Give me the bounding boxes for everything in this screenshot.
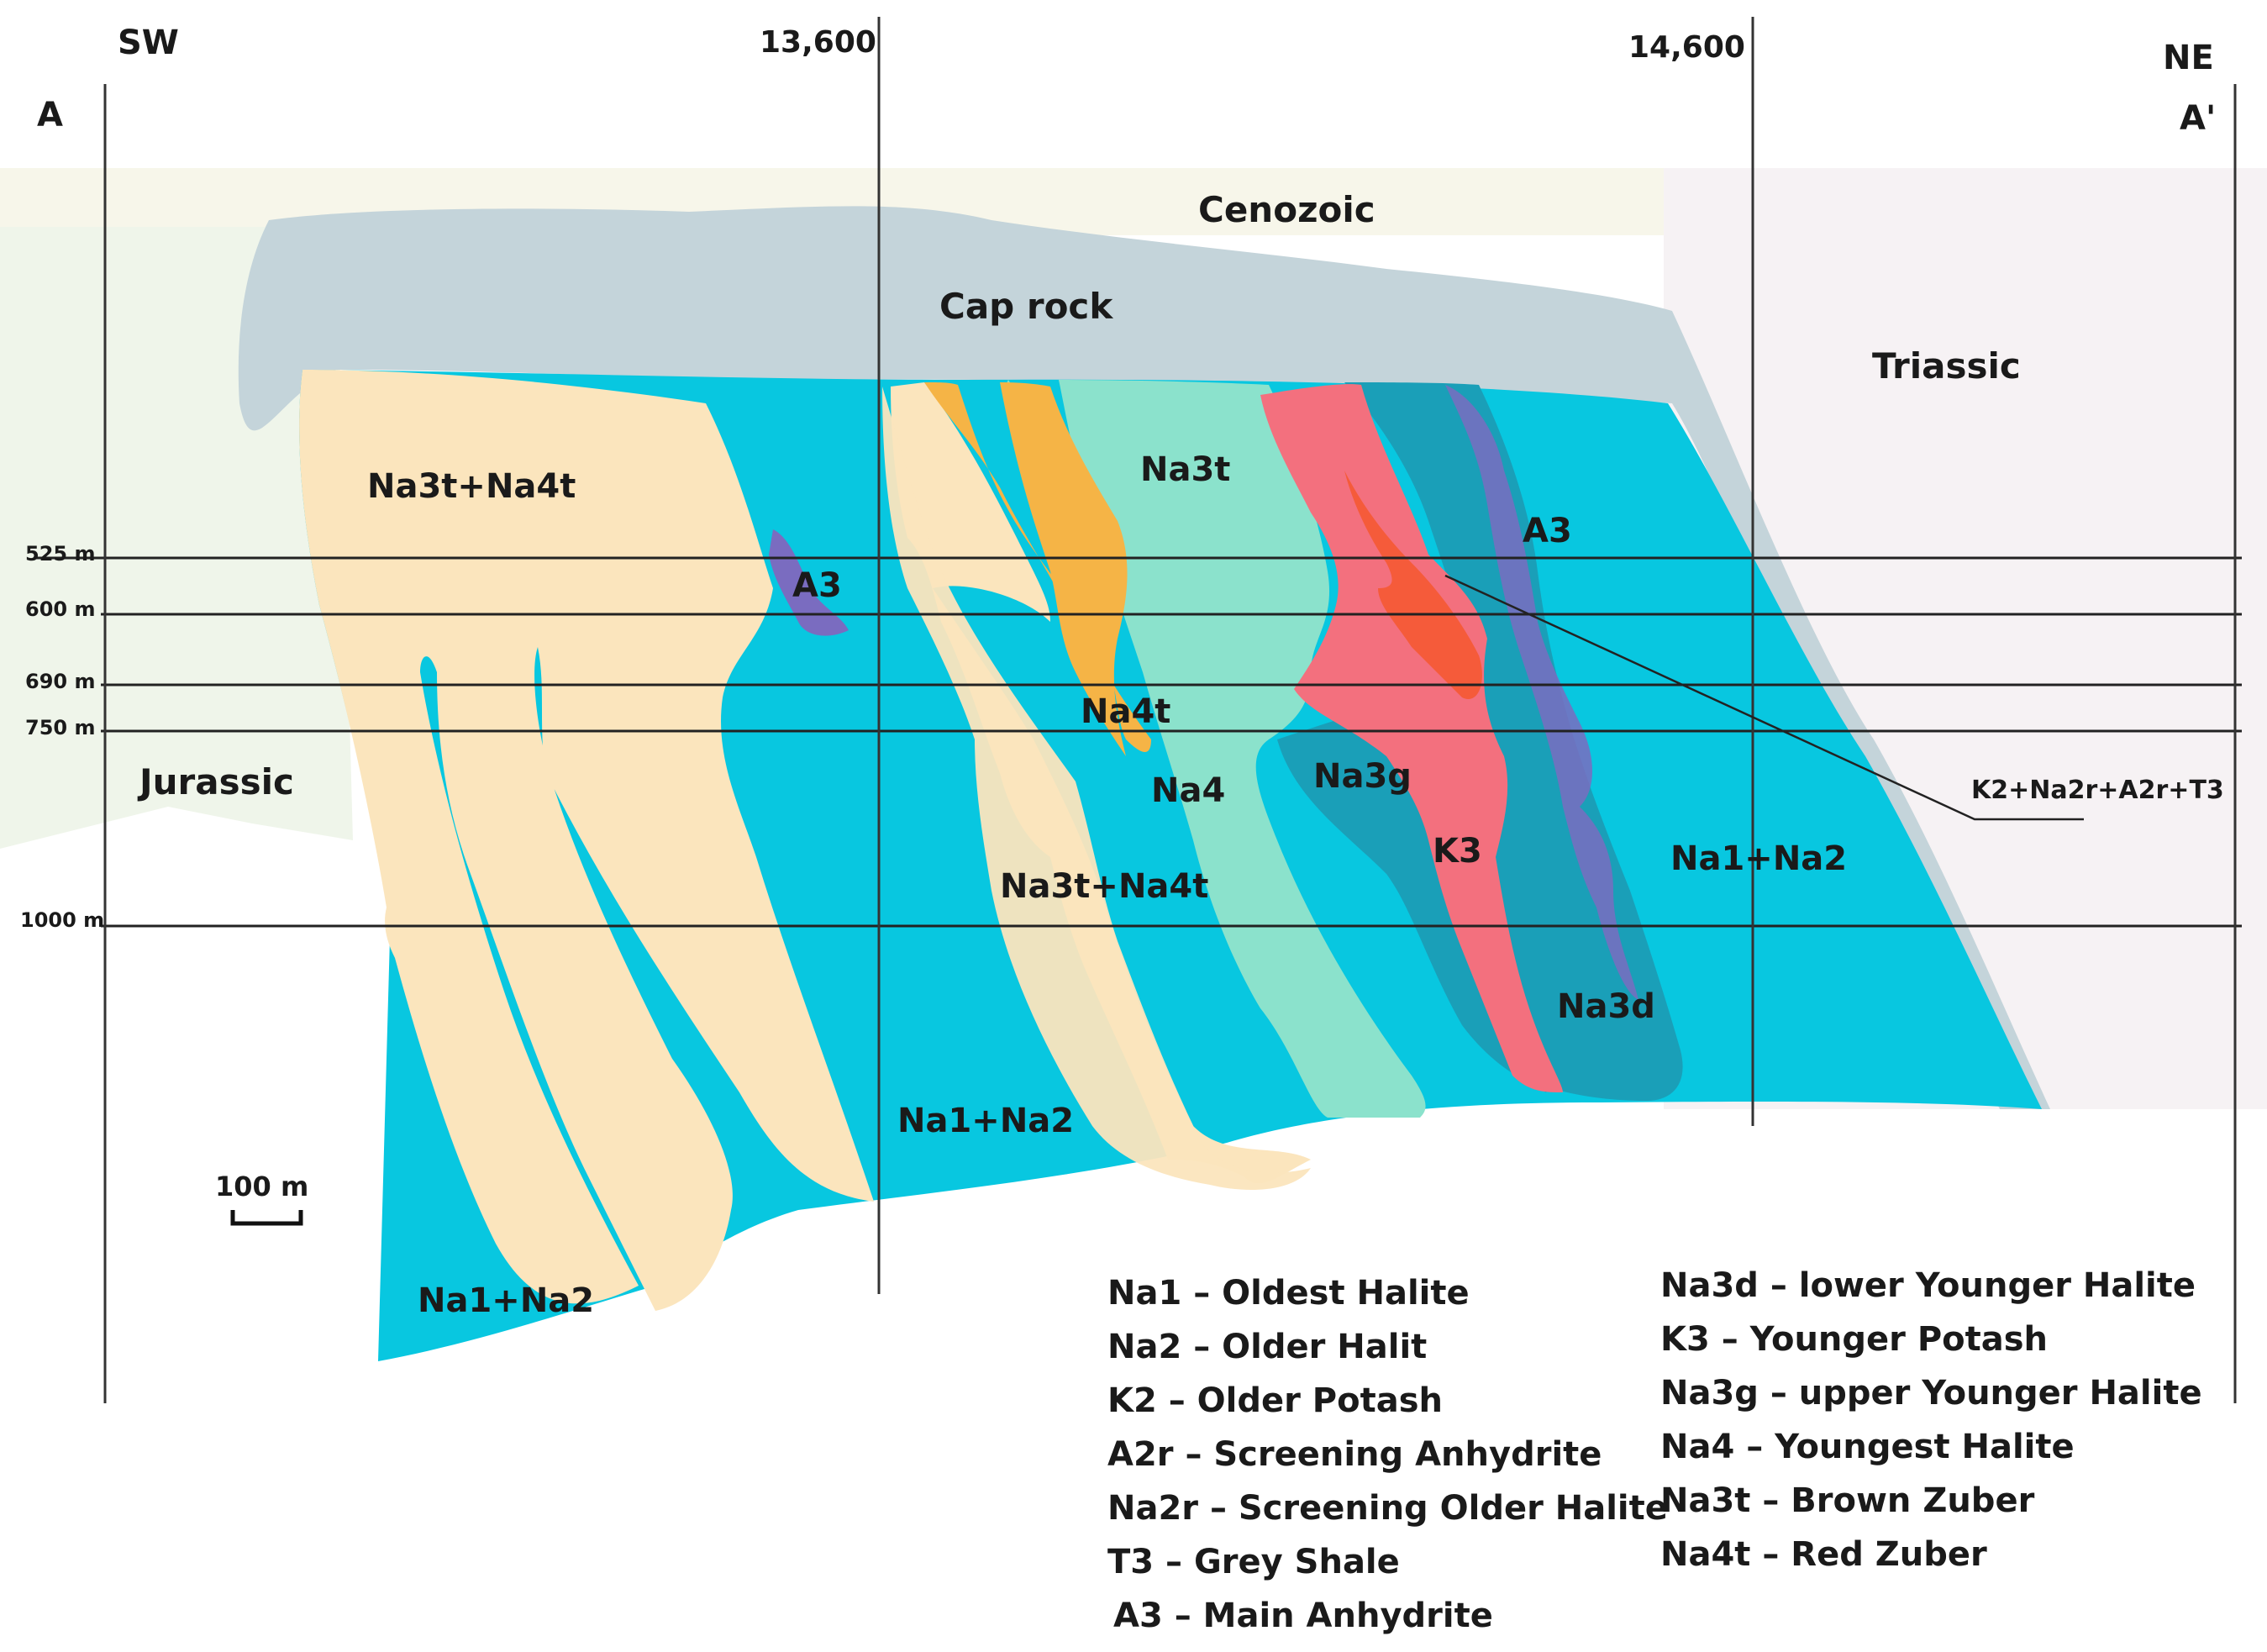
pink-zone-k3 xyxy=(1260,384,1563,1092)
label-na1-na2-left: Na1+Na2 xyxy=(418,1281,594,1320)
legend-item: Na3t – Brown Zuber xyxy=(1660,1481,2035,1520)
depth-label-1000: 1000 m xyxy=(20,908,104,932)
cap-rock-body xyxy=(238,206,2051,1110)
label-cap-rock: Cap rock xyxy=(939,286,1113,327)
scale-bar-label: 100 m xyxy=(215,1171,308,1202)
legend-item: A3 – Main Anhydrite xyxy=(1113,1597,1493,1635)
label-k3: K3 xyxy=(1433,832,1482,871)
label-na3t: Na3t xyxy=(1140,450,1230,489)
distance-label-14600: 14,600 xyxy=(1628,30,1745,65)
distance-label-13600: 13,600 xyxy=(760,25,876,60)
legend-item: Na3d – lower Younger Halite xyxy=(1660,1266,2196,1305)
label-na1-na2-mid: Na1+Na2 xyxy=(897,1102,1074,1140)
mint-zone-na3t xyxy=(1059,380,1426,1118)
label-cenozoic: Cenozoic xyxy=(1198,189,1375,230)
scale-bar xyxy=(230,1210,303,1226)
legend-item: Na3g – upper Younger Halite xyxy=(1660,1374,2202,1413)
label-na3t-na4t-mid: Na3t+Na4t xyxy=(1000,867,1208,906)
purple-a3-left xyxy=(769,529,849,636)
legend-item: K2 – Older Potash xyxy=(1107,1381,1443,1420)
legend-item: A2r – Screening Anhydrite xyxy=(1107,1435,1602,1474)
label-na3t-na4t-upper: Na3t+Na4t xyxy=(367,467,576,506)
legend-item: Na2r – Screening Older Halite xyxy=(1107,1489,1668,1528)
label-na3d: Na3d xyxy=(1557,987,1655,1026)
label-na4: Na4 xyxy=(1151,771,1225,810)
legend-item: T3 – Grey Shale xyxy=(1107,1543,1400,1581)
teal-zone-a3-right xyxy=(1344,382,1683,1101)
red-orange-zone xyxy=(1344,471,1482,699)
label-na3g: Na3g xyxy=(1313,757,1412,796)
legend-item: Na2 – Older Halit xyxy=(1107,1328,1427,1366)
orange-band-b xyxy=(1000,382,1128,756)
cream-band-mid xyxy=(882,387,1311,1190)
point-a: A xyxy=(37,96,63,134)
label-a3-left: A3 xyxy=(792,566,842,605)
orientation-sw: SW xyxy=(118,24,179,62)
depth-label-690: 690 m xyxy=(25,670,95,693)
pointer-line xyxy=(1444,574,2084,821)
legend-left: Na1 – Oldest Halite Na2 – Older Halit K2… xyxy=(1107,1274,1668,1635)
depth-label-750: 750 m xyxy=(25,716,95,739)
label-triassic: Triassic xyxy=(1872,345,2021,387)
legend-item: K3 – Younger Potash xyxy=(1660,1320,2048,1359)
cream-band-center xyxy=(891,382,1311,1184)
label-na1-na2-right: Na1+Na2 xyxy=(1670,839,1847,878)
point-a-prime: A' xyxy=(2180,99,2216,138)
legend-item: Na4t – Red Zuber xyxy=(1660,1535,1987,1574)
orange-band-a xyxy=(924,382,1151,752)
purple-a3-band xyxy=(1445,385,1638,1000)
label-a3-right: A3 xyxy=(1523,512,1572,550)
depth-label-600: 600 m xyxy=(25,597,95,621)
depth-label-525: 525 m xyxy=(25,542,95,566)
legend-right: Na3d – lower Younger Halite K3 – Younger… xyxy=(1660,1266,2202,1574)
orientation-ne: NE xyxy=(2163,39,2214,77)
legend-item: Na1 – Oldest Halite xyxy=(1107,1274,1470,1313)
label-na4t: Na4t xyxy=(1081,692,1170,731)
label-k2-na2r-a2r-t3: K2+Na2r+A2r+T3 xyxy=(1971,776,2224,805)
legend-item: Na4 – Youngest Halite xyxy=(1660,1428,2075,1466)
label-jurassic: Jurassic xyxy=(137,761,294,802)
cream-band-left xyxy=(299,370,874,1311)
